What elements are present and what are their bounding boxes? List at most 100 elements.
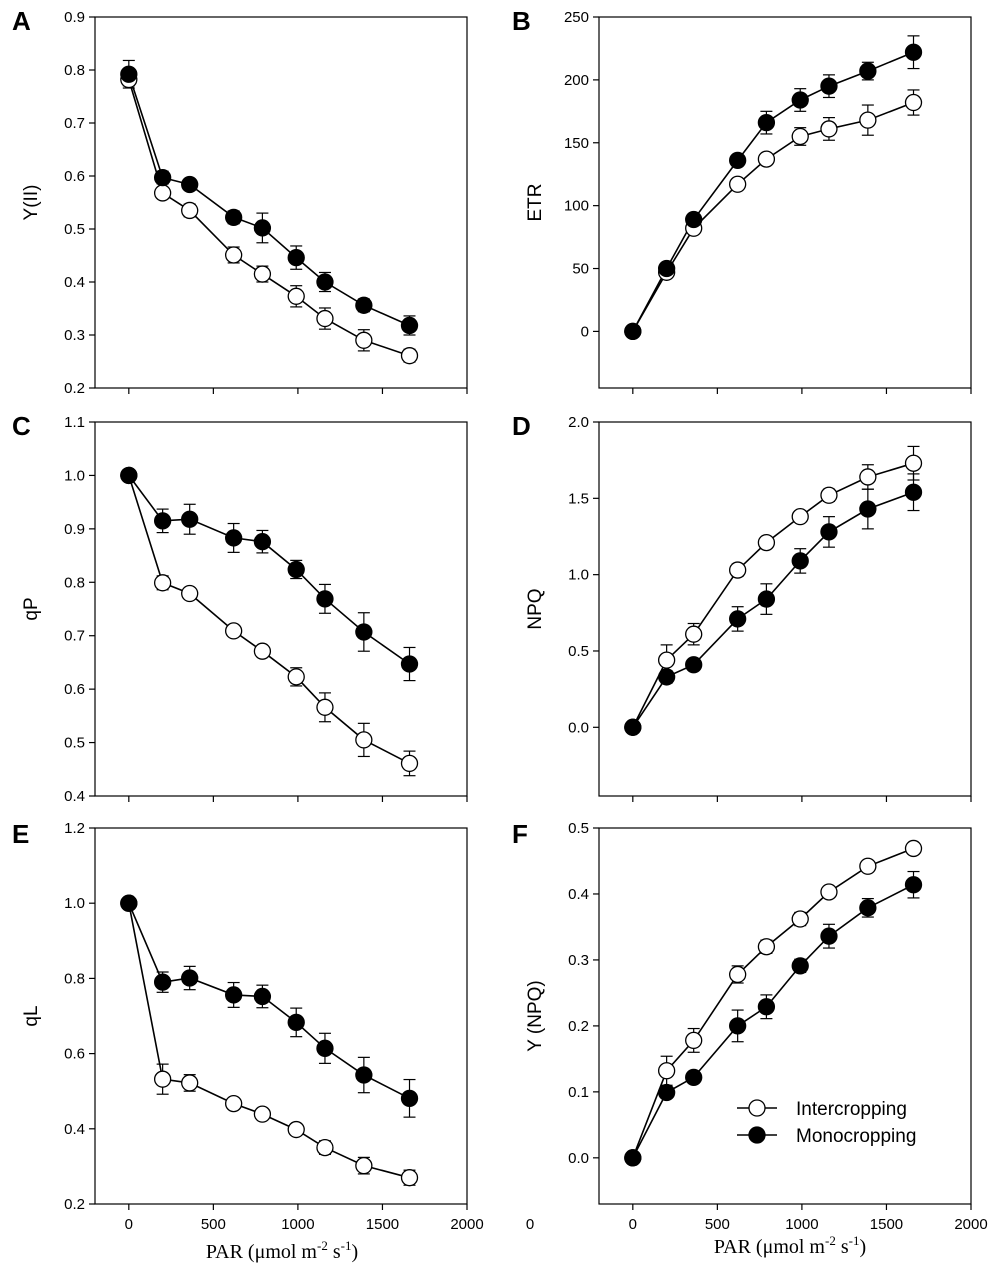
x-tick-label-E-3: 1500	[366, 1216, 399, 1233]
data-point-B-monocropping-1	[657, 259, 676, 278]
y-tick-label-A-7: 0.9	[64, 9, 85, 26]
data-point-A-monocropping-7	[355, 296, 373, 314]
x-tick-label-E-4: 2000	[450, 1216, 483, 1233]
data-point-A-monocropping-0	[120, 65, 138, 83]
y-tick-label-F-2: 0.2	[568, 1018, 589, 1035]
y-tick-label-A-3: 0.5	[64, 221, 85, 238]
series-line-B-monocropping	[632, 51, 914, 332]
data-point-F-monocropping-1	[657, 1083, 676, 1102]
data-point-E-intercropping-3	[225, 1094, 243, 1113]
y-tick-label-B-5: 250	[564, 9, 589, 26]
data-point-C-monocropping-4	[253, 533, 272, 551]
data-point-F-monocropping-4	[757, 998, 776, 1016]
data-point-A-monocropping-2	[181, 175, 199, 194]
y-tick-label-B-1: 50	[572, 261, 589, 278]
data-point-E-monocropping-0	[120, 894, 138, 912]
y-tick-label-A-0: 0.2	[64, 380, 85, 397]
data-point-D-monocropping-0	[624, 718, 642, 736]
plot-frame-C	[94, 421, 468, 797]
plot-frame-B	[598, 16, 972, 389]
y-tick-label-C-1: 0.5	[64, 735, 85, 752]
data-point-A-intercropping-3	[225, 246, 243, 264]
data-point-E-monocropping-5	[287, 1013, 305, 1032]
legend: Intercropping Monocropping	[737, 1099, 916, 1147]
data-point-F-intercropping-5	[791, 910, 809, 928]
panel-D: D 0.0 0.5 1.0 1.5 2.0 NPQ	[512, 411, 972, 802]
series-line-A-monocropping	[128, 73, 410, 327]
data-point-A-intercropping-7	[355, 331, 373, 349]
x-tick-label-F-1: 500	[705, 1216, 730, 1233]
data-point-D-intercropping-8	[904, 454, 923, 472]
panel-letter-B: B	[512, 6, 531, 36]
data-point-E-intercropping-1	[153, 1070, 172, 1088]
data-point-D-monocropping-5	[791, 552, 809, 570]
data-point-B-monocropping-0	[624, 322, 642, 341]
panels: A 0.2 0.3 0.4 0.5 0.6 0.7 0.8 0.9 Y(II) B 0 50 100 150…	[12, 6, 988, 1233]
data-point-B-monocropping-3	[729, 151, 747, 170]
data-point-A-monocropping-1	[153, 168, 172, 187]
y-tick-label-C-0: 0.4	[64, 788, 85, 805]
data-point-A-monocropping-4	[253, 219, 272, 237]
legend-marker-monocropping	[748, 1126, 766, 1144]
y-tick-label-C-7: 1.1	[64, 414, 85, 431]
data-point-B-intercropping-4	[757, 150, 776, 168]
data-point-A-intercropping-1	[153, 184, 172, 202]
data-point-F-monocropping-3	[729, 1017, 747, 1035]
data-point-B-intercropping-5	[791, 127, 809, 146]
data-point-D-monocropping-6	[820, 523, 838, 541]
data-point-A-monocropping-6	[316, 273, 334, 291]
data-point-E-monocropping-3	[225, 986, 243, 1004]
y-axis-label-D: NPQ	[525, 588, 546, 629]
y-tick-label-E-0: 0.2	[64, 1196, 85, 1213]
data-point-C-monocropping-3	[225, 529, 243, 547]
y-tick-label-B-3: 150	[564, 135, 589, 152]
data-point-A-intercropping-4	[253, 265, 272, 283]
data-point-B-monocropping-2	[685, 210, 703, 229]
y-tick-label-A-1: 0.3	[64, 327, 85, 344]
y-tick-label-A-6: 0.8	[64, 62, 85, 79]
data-point-D-monocropping-7	[859, 500, 877, 518]
data-point-C-monocropping-1	[153, 512, 172, 530]
data-point-D-monocropping-4	[757, 590, 776, 608]
y-tick-label-B-2: 100	[564, 198, 589, 215]
data-point-E-monocropping-1	[153, 973, 172, 991]
panel-B: B 0 50 100 150 200 250 ETR	[512, 6, 972, 394]
data-point-D-intercropping-3	[729, 561, 747, 579]
data-point-B-monocropping-8	[904, 43, 923, 61]
data-point-E-intercropping-2	[181, 1074, 199, 1092]
data-point-B-intercropping-8	[904, 93, 923, 112]
data-point-A-intercropping-6	[316, 309, 334, 328]
x-axis-label-right: PAR (μmol m-2 s-1)	[714, 1233, 866, 1258]
panel-letter-E: E	[12, 819, 29, 849]
y-tick-label-D-2: 1.0	[568, 567, 589, 584]
data-point-B-monocropping-4	[757, 113, 776, 132]
panel-A: A 0.2 0.3 0.4 0.5 0.6 0.7 0.8 0.9 Y(II)	[12, 6, 468, 397]
panel-letter-D: D	[512, 411, 531, 441]
data-point-B-intercropping-3	[729, 175, 747, 193]
series-line-B-intercropping	[632, 101, 914, 332]
data-point-B-monocropping-7	[859, 62, 877, 80]
x-tick-label-E-1: 500	[201, 1216, 226, 1233]
data-point-F-intercropping-3	[729, 965, 747, 984]
data-point-C-intercropping-5	[287, 668, 305, 686]
data-point-F-intercropping-1	[657, 1062, 676, 1080]
y-tick-label-F-0: 0.0	[568, 1150, 589, 1167]
data-point-C-monocropping-5	[287, 560, 305, 579]
plot-frame-E	[94, 827, 468, 1205]
x-tick-label-E-0: 0	[125, 1216, 133, 1233]
stray-tick-label: 0	[526, 1216, 534, 1233]
x-tick-label-F-0: 0	[629, 1216, 637, 1233]
data-point-C-intercropping-8	[400, 754, 419, 773]
data-point-F-intercropping-8	[904, 839, 923, 858]
panel-C: C 0.4 0.5 0.6 0.7 0.8 0.9 1.0 1.1 qP	[12, 411, 468, 805]
data-point-C-intercropping-6	[316, 698, 334, 716]
data-point-C-intercropping-4	[253, 642, 272, 660]
panel-letter-C: C	[12, 411, 31, 441]
data-point-E-intercropping-4	[253, 1105, 272, 1123]
y-tick-label-E-5: 1.2	[64, 820, 85, 837]
y-axis-label-C: qP	[21, 597, 42, 620]
y-tick-label-A-2: 0.4	[64, 274, 85, 291]
data-point-E-intercropping-6	[316, 1138, 334, 1157]
plot-frame-A	[94, 16, 468, 389]
